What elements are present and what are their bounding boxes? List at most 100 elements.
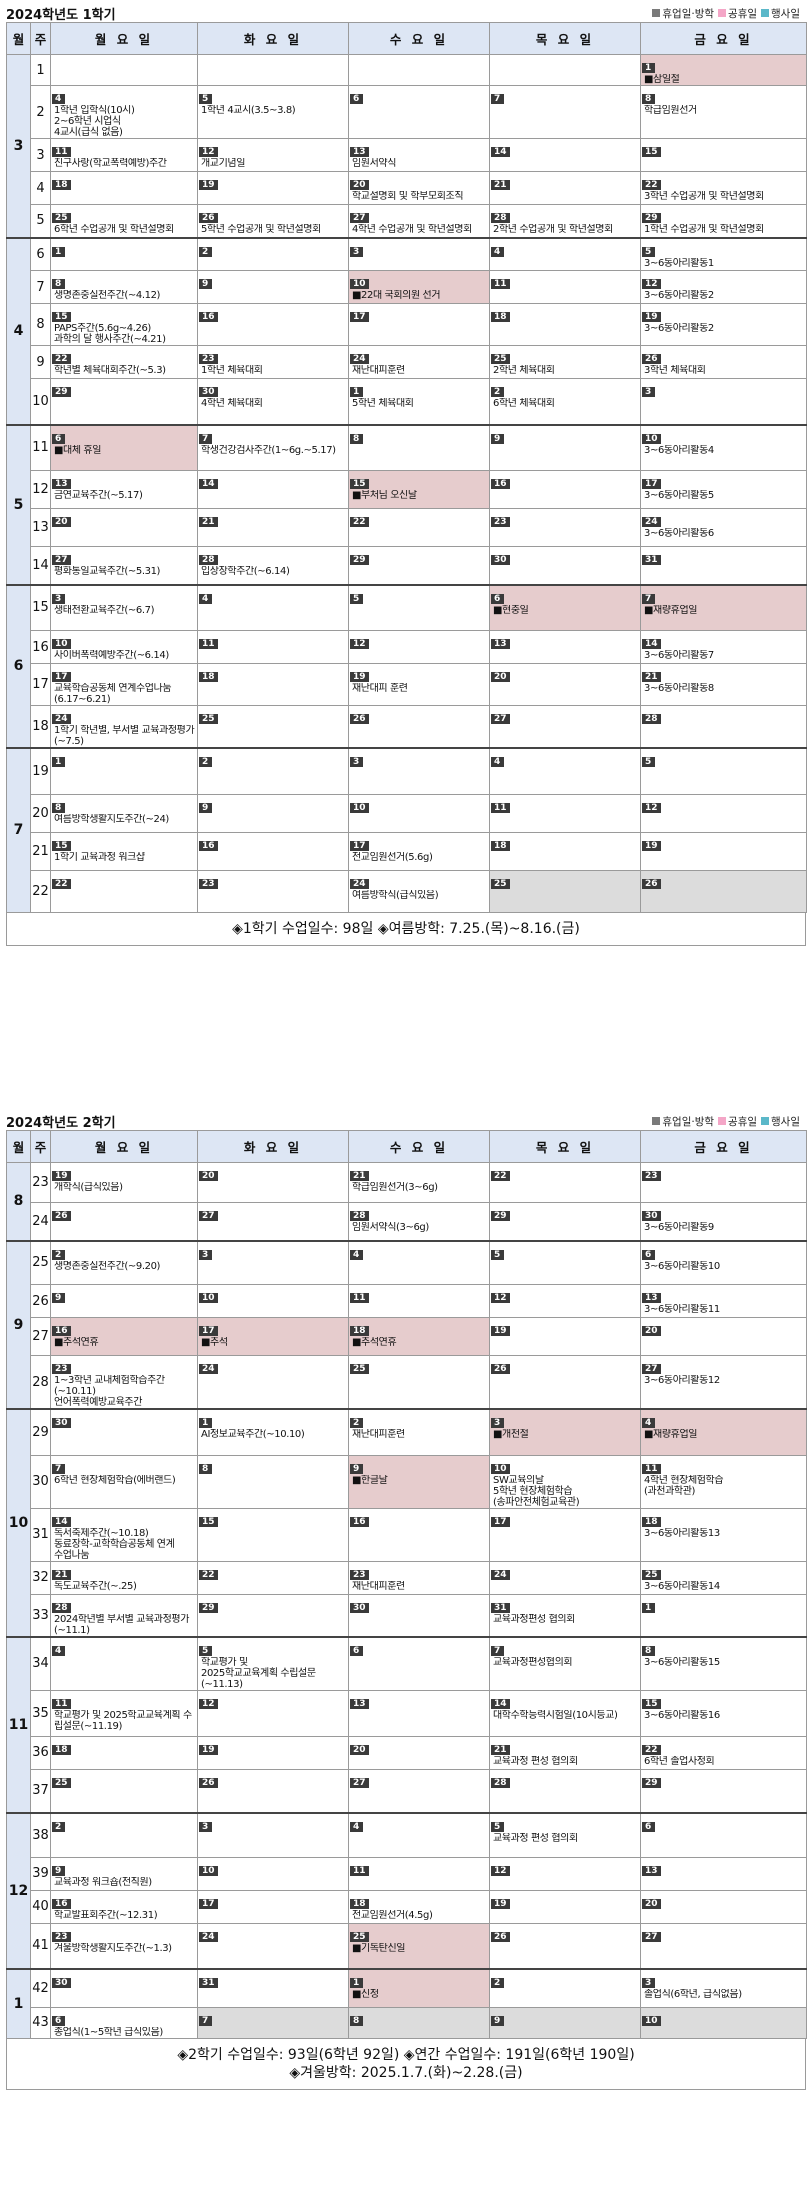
day-cell: 5	[348, 583, 490, 631]
day-cell: 1	[50, 747, 198, 795]
date-number: 17	[199, 1898, 218, 1909]
date-number: 27	[350, 213, 369, 223]
day-cell: 25	[197, 705, 349, 749]
day-cell: 20	[197, 1162, 349, 1203]
week-row: 7 19 1 2 3 4 5	[6, 747, 807, 913]
day-cell: 14 독서축제주간(~10.18) 동료장학-교학학습공동체 연계 수업나눔	[50, 1507, 198, 1562]
date-number: 23	[199, 354, 218, 364]
date-number: 25	[642, 1569, 661, 1580]
date-number: 19	[491, 1326, 510, 1336]
month-header: 월	[6, 22, 31, 55]
date-number: 29	[52, 387, 71, 397]
day-cell: 6 ■현충일	[489, 583, 641, 631]
day-cell: 3	[640, 378, 807, 425]
week-row: 6 15 3 생태전환교육주간(~6.7) 4 5 6 ■현충일 7 ■재량휴업일	[6, 583, 807, 749]
date-number: 10	[642, 2015, 661, 2026]
day-cell: 4	[50, 1635, 198, 1691]
day-cell: 26 5학년 수업공개 및 학년설명회	[197, 204, 349, 238]
day-cell: 30	[489, 546, 641, 585]
day-cell: 30	[50, 1408, 198, 1456]
date-number: 29	[491, 1211, 510, 1221]
event-text: 교육학습공동체 연계수업나눔 (6.17~6.21)	[54, 683, 172, 705]
event-text: SW교육의날 5학년 현장체험학습 (송파안전체험교육관)	[493, 1474, 580, 1508]
day-cell: 31 교육과정편성 협의회	[489, 1593, 641, 1637]
day-cell: 23 재난대피훈련	[348, 1560, 490, 1595]
day-cell: 22	[50, 869, 198, 913]
date-number: 5	[199, 1645, 212, 1656]
week-number: 38	[30, 1812, 51, 1858]
day-cell: 20	[348, 1735, 490, 1770]
day-cell: 21 교육과정 편성 협의회	[489, 1735, 641, 1770]
week-number: 8	[30, 303, 51, 346]
date-number: 25	[52, 213, 71, 223]
date-number: 12	[199, 147, 218, 157]
date-number: 22	[642, 180, 661, 190]
day-cell: 8 3~6동아리활동15	[640, 1635, 807, 1691]
day-cell: 18 전교임원선거(4.5g)	[348, 1889, 490, 1924]
week-number: 22	[30, 869, 51, 913]
day-cell: 11	[489, 793, 641, 833]
week-number: 2	[30, 85, 51, 139]
day-cell: 2	[197, 747, 349, 795]
day-cell: 9 교육과정 워크숍(전직원)	[50, 1856, 198, 1891]
date-number: 23	[642, 1171, 661, 1181]
day-cell: 9	[197, 793, 349, 833]
month-label: 9	[6, 1239, 31, 1410]
date-number: 29	[642, 213, 661, 223]
day-cell: 7	[197, 2006, 349, 2039]
day-cell: 28 2024학년별 부서별 교육과정평가 (~11.1)	[50, 1593, 198, 1637]
day-cell: 2 6학년 체육대회	[489, 378, 641, 425]
semester-title: 2024학년도 2학기	[6, 1116, 116, 1131]
day-cell: 19	[489, 1889, 641, 1924]
date-number: 13	[642, 1865, 661, 1876]
week-number: 17	[30, 663, 51, 706]
day-cell: 29	[640, 1768, 807, 1814]
day-cell: 16	[489, 470, 641, 509]
week-row: 2 4 1학년 입학식(10시) 2~6학년 시업식 4교시(급식 없음) 5 1학년 …	[7, 85, 807, 139]
day-cell: 22	[489, 1162, 641, 1203]
date-number: 18	[491, 840, 510, 851]
day-cell: 19 재난대피 훈련	[348, 663, 490, 706]
day-cell: 1 ■삼일절	[640, 54, 807, 86]
semester-title: 2024학년도 1학기	[6, 8, 116, 23]
date-number: 20	[350, 1744, 369, 1755]
date-number: 25	[199, 714, 218, 724]
event-text: 종업식(1~5학년 급식있음)	[54, 2026, 163, 2038]
date-number: 20	[350, 180, 369, 190]
event-text: 1학년 수업공개 및 학년설명회	[644, 224, 764, 235]
day-cell: 12	[348, 630, 490, 664]
day-cell: 25	[50, 1768, 198, 1814]
date-number: 2	[199, 246, 212, 257]
event-text: 3~6동아리활동15	[644, 1656, 720, 1668]
event-text: 입상장학주간(~6.14)	[201, 566, 290, 577]
event-text: 5학년 체육대회	[352, 398, 414, 409]
day-cell: 15 ■부처님 오신날	[348, 470, 490, 509]
month-label: 3	[6, 54, 31, 238]
date-number: 30	[642, 1211, 661, 1221]
week-number: 20	[30, 793, 51, 833]
date-number: 20	[491, 672, 510, 682]
day-cell: 1 5학년 체육대회	[348, 378, 490, 425]
event-text: ■신정	[352, 1989, 379, 2000]
date-number: 24	[199, 1364, 218, 1374]
day-cell: 26	[640, 869, 807, 913]
date-number: 5	[491, 1249, 504, 1260]
day-cell: 17	[489, 1507, 641, 1562]
day-cell: 24	[197, 1355, 349, 1410]
day-cell: 23	[640, 1162, 807, 1203]
day-cell: 4 1학년 입학식(10시) 2~6학년 시업식 4교시(급식 없음)	[50, 85, 198, 139]
day-cell: 15 1학기 교육과정 워크샵	[50, 831, 198, 871]
legend-label: 행사일	[771, 1116, 800, 1128]
week-row: 40 16 학교발표회주간(~12.31) 17 18 전교임원선거(4.5g) 19 20	[7, 1889, 807, 1924]
day-cell: 22 6학년 졸업사정회	[640, 1735, 807, 1770]
semester-header: 2024학년도 2학기 휴업일·방학 공휴일 행사일	[6, 1110, 806, 1131]
week-number: 4	[30, 171, 51, 205]
date-number: 10	[642, 433, 661, 444]
event-text: 1학기 학년별, 부서별 교육과정평가 (~7.5)	[54, 725, 195, 747]
week-number: 7	[30, 270, 51, 304]
day-cell: 22 학년별 체육대회주간(~5.3)	[50, 345, 198, 379]
day-cell: 23	[489, 508, 641, 547]
week-number: 40	[30, 1889, 51, 1924]
date-number: 19	[199, 180, 218, 190]
